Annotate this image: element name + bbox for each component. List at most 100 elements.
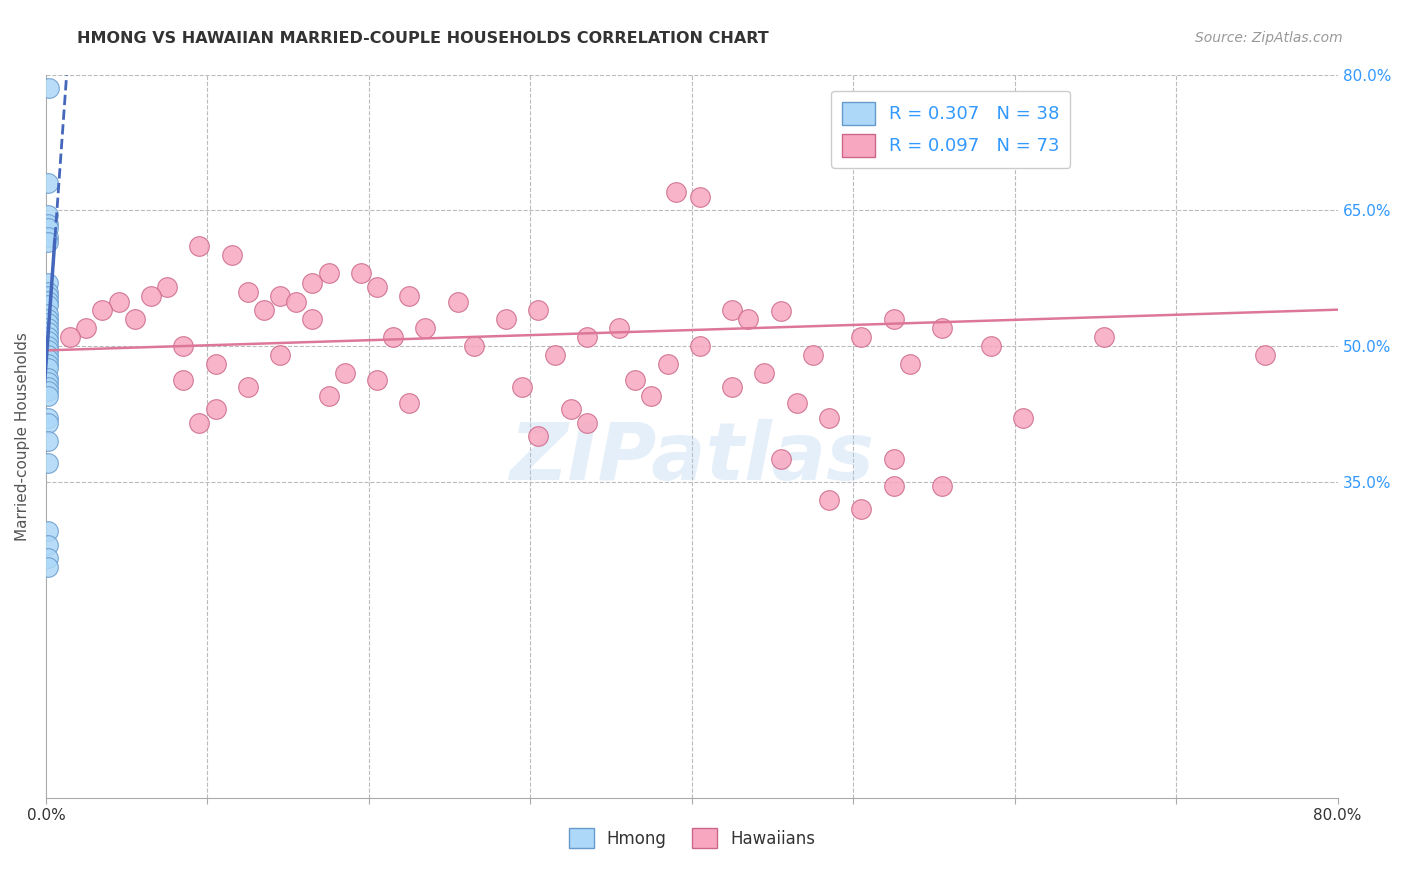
Point bbox=[851, 501, 873, 516]
Point bbox=[37, 348, 59, 362]
Legend: R = 0.307   N = 38, R = 0.097   N = 73: R = 0.307 N = 38, R = 0.097 N = 73 bbox=[831, 91, 1070, 168]
Point bbox=[37, 379, 59, 393]
Point bbox=[883, 311, 905, 326]
Point bbox=[37, 293, 59, 308]
Point bbox=[769, 304, 792, 318]
Point bbox=[527, 429, 550, 443]
Point bbox=[124, 311, 146, 326]
Point bbox=[883, 479, 905, 493]
Point bbox=[37, 285, 59, 299]
Point bbox=[301, 276, 323, 290]
Point bbox=[37, 221, 59, 235]
Y-axis label: Married-couple Households: Married-couple Households bbox=[15, 332, 30, 541]
Point bbox=[575, 330, 598, 344]
Point bbox=[665, 185, 688, 199]
Point bbox=[204, 402, 226, 417]
Point bbox=[689, 189, 711, 203]
Point bbox=[366, 373, 388, 387]
Point bbox=[301, 311, 323, 326]
Point bbox=[269, 289, 291, 303]
Point bbox=[333, 366, 356, 380]
Point bbox=[801, 348, 824, 362]
Point bbox=[1011, 411, 1033, 425]
Point bbox=[107, 295, 129, 310]
Point bbox=[818, 492, 841, 507]
Point bbox=[607, 320, 630, 334]
Point bbox=[37, 298, 59, 312]
Point bbox=[253, 302, 276, 317]
Point bbox=[1254, 348, 1277, 362]
Point bbox=[37, 276, 59, 290]
Point bbox=[818, 411, 841, 425]
Point bbox=[786, 396, 808, 410]
Point bbox=[285, 295, 308, 310]
Point bbox=[221, 248, 243, 262]
Point bbox=[931, 479, 953, 493]
Point bbox=[156, 280, 179, 294]
Point bbox=[37, 370, 59, 384]
Point bbox=[269, 348, 291, 362]
Point bbox=[447, 295, 470, 310]
Point bbox=[754, 366, 776, 380]
Point bbox=[37, 320, 59, 334]
Point bbox=[37, 357, 59, 371]
Point bbox=[37, 560, 59, 574]
Point bbox=[463, 339, 485, 353]
Point bbox=[510, 379, 533, 393]
Point bbox=[898, 357, 921, 371]
Point bbox=[91, 302, 114, 317]
Text: HMONG VS HAWAIIAN MARRIED-COUPLE HOUSEHOLDS CORRELATION CHART: HMONG VS HAWAIIAN MARRIED-COUPLE HOUSEHO… bbox=[77, 31, 769, 46]
Point bbox=[37, 361, 59, 376]
Point bbox=[931, 320, 953, 334]
Point bbox=[1004, 108, 1026, 122]
Point bbox=[37, 352, 59, 367]
Point bbox=[527, 302, 550, 317]
Point bbox=[560, 402, 582, 417]
Point bbox=[188, 416, 211, 430]
Point bbox=[769, 451, 792, 466]
Point bbox=[188, 239, 211, 253]
Point bbox=[236, 285, 259, 299]
Point bbox=[851, 330, 873, 344]
Point bbox=[172, 339, 194, 353]
Point bbox=[37, 311, 59, 326]
Point bbox=[37, 538, 59, 552]
Point bbox=[236, 379, 259, 393]
Point bbox=[979, 339, 1001, 353]
Point bbox=[350, 267, 373, 281]
Point bbox=[37, 551, 59, 566]
Point bbox=[415, 320, 437, 334]
Point bbox=[495, 311, 517, 326]
Point bbox=[37, 339, 59, 353]
Point bbox=[37, 330, 59, 344]
Point bbox=[59, 330, 82, 344]
Point bbox=[398, 396, 420, 410]
Point bbox=[37, 217, 59, 231]
Point bbox=[37, 208, 59, 222]
Point bbox=[37, 326, 59, 340]
Point bbox=[37, 176, 59, 190]
Point bbox=[657, 357, 679, 371]
Point bbox=[37, 388, 59, 402]
Point bbox=[398, 289, 420, 303]
Point bbox=[1092, 330, 1115, 344]
Point bbox=[75, 320, 97, 334]
Point bbox=[737, 311, 759, 326]
Point bbox=[37, 524, 59, 539]
Point bbox=[37, 230, 59, 244]
Point bbox=[37, 235, 59, 249]
Point bbox=[37, 457, 59, 471]
Point bbox=[721, 302, 744, 317]
Point bbox=[575, 416, 598, 430]
Point bbox=[37, 343, 59, 358]
Point bbox=[318, 267, 340, 281]
Text: ZIPatlas: ZIPatlas bbox=[509, 419, 875, 497]
Point bbox=[38, 81, 60, 95]
Point bbox=[37, 334, 59, 349]
Point bbox=[883, 451, 905, 466]
Point bbox=[37, 384, 59, 398]
Text: Source: ZipAtlas.com: Source: ZipAtlas.com bbox=[1195, 31, 1343, 45]
Point bbox=[37, 411, 59, 425]
Point bbox=[204, 357, 226, 371]
Point bbox=[37, 307, 59, 321]
